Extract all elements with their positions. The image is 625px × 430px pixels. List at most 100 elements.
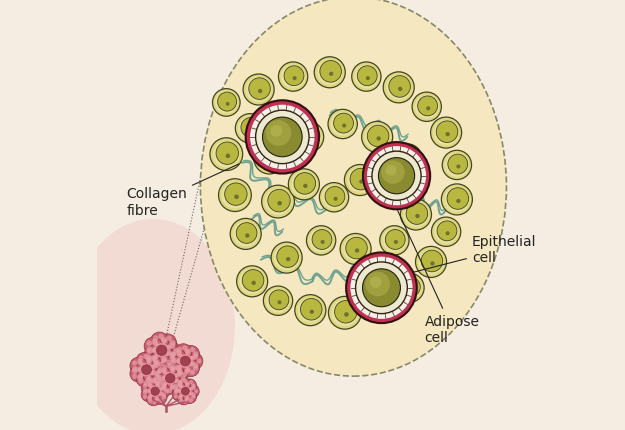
Circle shape <box>379 305 383 309</box>
Circle shape <box>169 367 174 372</box>
Circle shape <box>169 385 174 390</box>
Circle shape <box>193 352 198 357</box>
Circle shape <box>149 365 154 370</box>
Circle shape <box>159 387 163 391</box>
Circle shape <box>181 376 186 381</box>
Circle shape <box>132 369 138 374</box>
Circle shape <box>362 122 392 153</box>
Circle shape <box>379 158 414 194</box>
Circle shape <box>418 249 444 275</box>
Circle shape <box>328 110 357 139</box>
Circle shape <box>186 382 189 387</box>
Circle shape <box>130 357 147 375</box>
Circle shape <box>154 367 171 383</box>
Circle shape <box>155 344 161 349</box>
Circle shape <box>157 377 161 382</box>
Circle shape <box>152 385 157 390</box>
Circle shape <box>166 359 172 365</box>
Circle shape <box>347 168 372 194</box>
Circle shape <box>257 146 282 172</box>
Circle shape <box>431 118 462 149</box>
Circle shape <box>177 369 182 374</box>
Circle shape <box>146 377 151 382</box>
Circle shape <box>174 388 178 393</box>
Circle shape <box>175 362 192 378</box>
Circle shape <box>395 147 419 171</box>
Circle shape <box>153 354 158 359</box>
Circle shape <box>334 114 354 134</box>
Circle shape <box>312 230 332 250</box>
Circle shape <box>146 372 151 377</box>
Circle shape <box>152 378 157 382</box>
Circle shape <box>234 195 239 200</box>
Circle shape <box>189 398 193 402</box>
Circle shape <box>170 343 176 349</box>
Circle shape <box>258 90 262 94</box>
Circle shape <box>344 165 376 196</box>
Circle shape <box>343 237 368 262</box>
Circle shape <box>162 365 168 370</box>
Circle shape <box>152 378 167 393</box>
Circle shape <box>407 159 411 163</box>
Circle shape <box>309 310 314 314</box>
Circle shape <box>132 366 138 371</box>
Circle shape <box>215 92 238 114</box>
Circle shape <box>249 79 271 100</box>
Circle shape <box>177 370 182 375</box>
Circle shape <box>292 77 297 81</box>
Circle shape <box>181 386 184 390</box>
Circle shape <box>179 398 183 402</box>
Circle shape <box>176 350 181 356</box>
Circle shape <box>446 133 450 137</box>
Circle shape <box>166 336 172 341</box>
Circle shape <box>314 58 345 89</box>
Circle shape <box>146 347 152 352</box>
Circle shape <box>217 93 237 112</box>
Text: Adipose
cell: Adipose cell <box>398 211 479 344</box>
Circle shape <box>185 393 189 397</box>
Circle shape <box>171 365 176 370</box>
Circle shape <box>188 361 193 366</box>
Circle shape <box>334 197 338 201</box>
Circle shape <box>444 187 469 213</box>
Circle shape <box>322 186 346 210</box>
Circle shape <box>386 75 411 101</box>
Circle shape <box>154 374 159 379</box>
Circle shape <box>151 370 156 375</box>
Circle shape <box>186 350 191 355</box>
Circle shape <box>188 387 192 391</box>
Circle shape <box>183 386 187 390</box>
Circle shape <box>177 378 191 391</box>
Circle shape <box>342 124 346 128</box>
Circle shape <box>242 270 264 292</box>
Circle shape <box>155 352 161 357</box>
Circle shape <box>174 394 178 399</box>
Circle shape <box>162 385 166 390</box>
Circle shape <box>286 258 290 262</box>
Circle shape <box>177 353 182 358</box>
Circle shape <box>182 346 199 362</box>
Circle shape <box>291 172 317 198</box>
Circle shape <box>158 362 164 367</box>
Circle shape <box>176 367 181 372</box>
Circle shape <box>176 358 181 363</box>
Circle shape <box>138 373 144 378</box>
Circle shape <box>193 363 198 368</box>
Circle shape <box>171 357 176 362</box>
Circle shape <box>138 379 144 384</box>
Circle shape <box>168 388 172 393</box>
Circle shape <box>346 238 368 259</box>
Circle shape <box>177 347 182 352</box>
Circle shape <box>138 361 144 366</box>
Circle shape <box>264 189 291 215</box>
Circle shape <box>193 366 198 371</box>
Circle shape <box>152 400 157 405</box>
Circle shape <box>259 147 281 169</box>
Circle shape <box>150 393 154 397</box>
Circle shape <box>194 389 198 393</box>
Circle shape <box>153 341 158 347</box>
Circle shape <box>161 375 166 381</box>
Circle shape <box>162 341 180 359</box>
Circle shape <box>164 350 170 356</box>
Circle shape <box>456 165 461 169</box>
